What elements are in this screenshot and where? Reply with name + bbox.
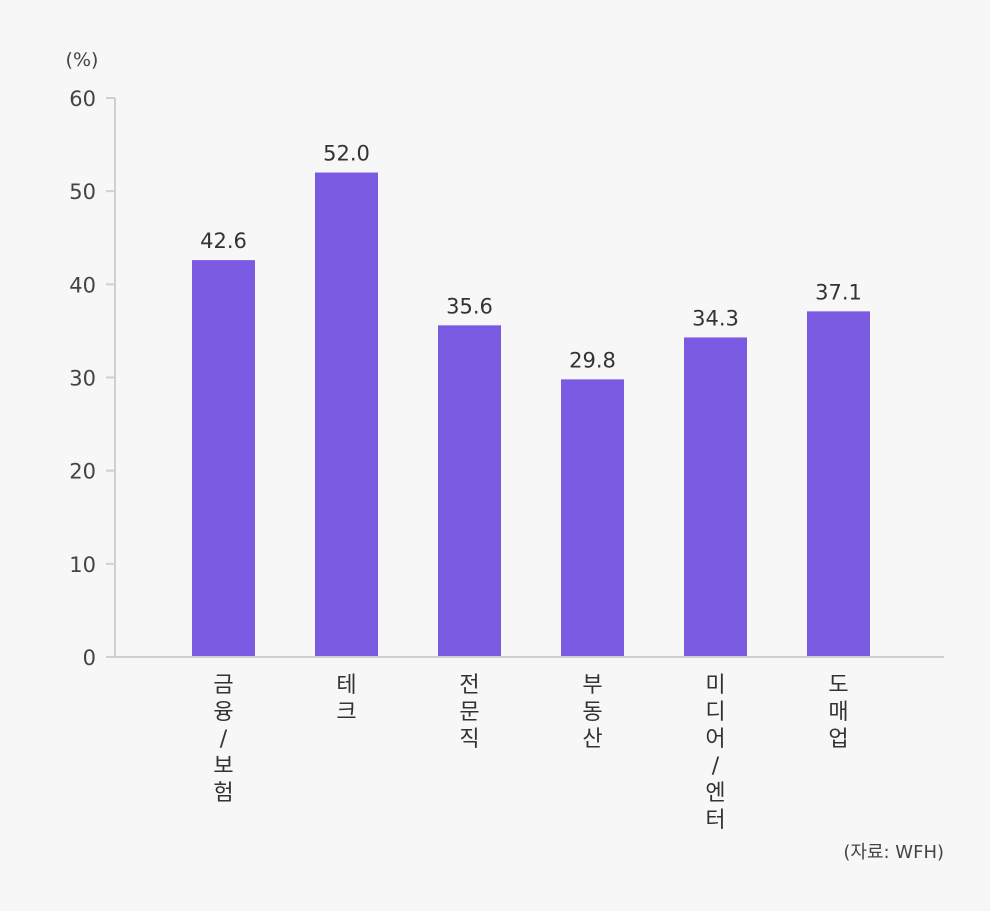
category-label: 금 융 / 보 험: [213, 673, 233, 806]
bar: [807, 311, 870, 657]
bar: [684, 337, 747, 657]
bar-value-label: 35.6: [446, 294, 493, 318]
y-tick-label: 0: [83, 646, 96, 670]
y-tick-label: 20: [69, 460, 96, 484]
bars-group: [192, 172, 870, 658]
bar: [438, 325, 501, 657]
bar-value-label: 37.1: [815, 280, 862, 304]
bar: [192, 260, 255, 657]
bar: [315, 172, 378, 658]
bar-value-label: 29.8: [569, 348, 616, 372]
y-tick-label: 30: [69, 367, 96, 391]
value-labels-group: 42.6 52.0 35.6 29.8 34.3 37.1: [200, 142, 862, 373]
bar-value-label: 34.3: [692, 306, 739, 330]
category-labels-group: 금 융 / 보 험 테 크 전 문 직 부 동 산 미 디 어 / 엔 터 도 매 업: [213, 673, 848, 833]
bar-value-label: 42.6: [200, 229, 247, 253]
bar: [561, 379, 624, 657]
y-tick-label: 10: [69, 553, 96, 577]
y-tick-label: 50: [69, 180, 96, 204]
bar-value-label: 52.0: [323, 142, 370, 166]
y-axis-unit-label: (%): [66, 49, 99, 71]
source-note: (자료: WFH): [843, 842, 944, 863]
y-axis-ticks: 0 10 20 30 40 50 60: [69, 87, 115, 670]
y-tick-label: 60: [69, 87, 96, 111]
category-label: 미 디 어 / 엔 터: [705, 673, 725, 833]
y-tick-label: 40: [69, 273, 96, 297]
